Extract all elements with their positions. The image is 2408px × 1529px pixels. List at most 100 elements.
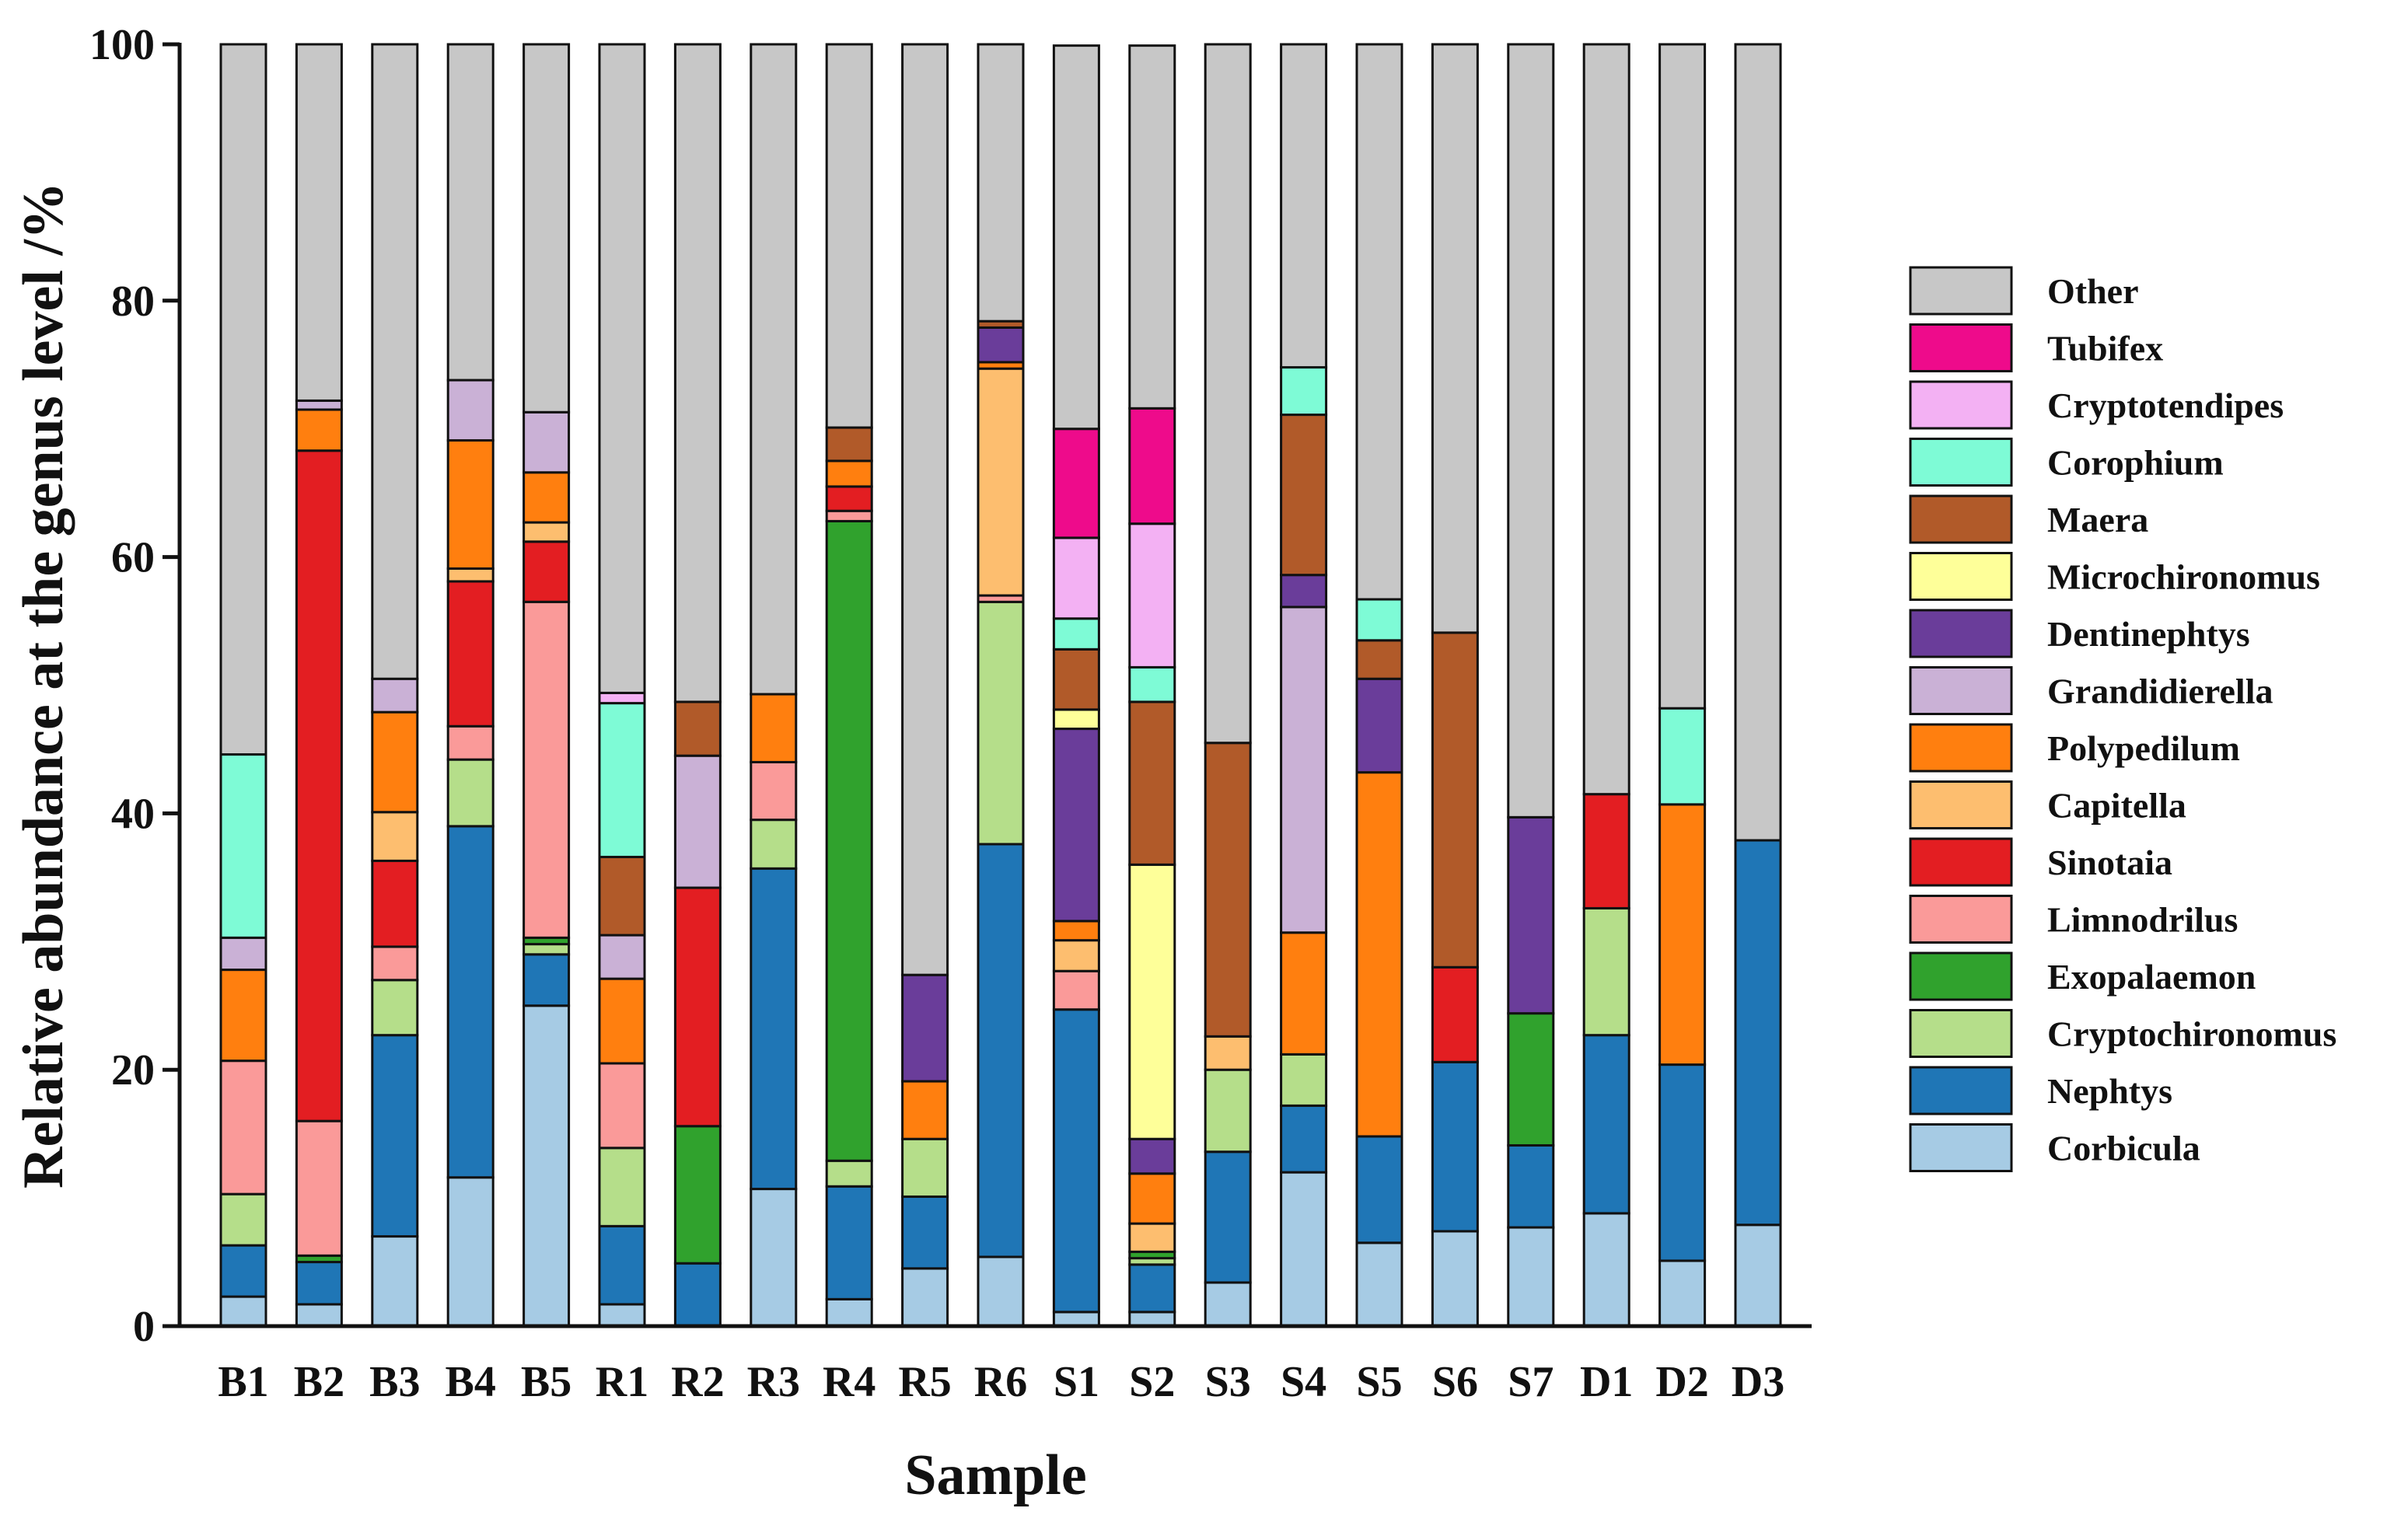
legend-label-capitella: Capitella: [2047, 786, 2186, 826]
bar-segment-D3-nephtys: [1734, 839, 1782, 1227]
legend-swatch-cryptotendipes: [1909, 380, 2013, 430]
bar-segment-B3-sinotaia: [371, 859, 419, 948]
bar-segment-B5-cryptochironomus: [522, 943, 571, 956]
bar-segment-R4-sinotaia: [825, 485, 873, 512]
bar-segment-D3-corbicula: [1734, 1224, 1782, 1328]
bar-segment-B4-cryptochironomus: [446, 758, 495, 828]
bar-segment-R2-other: [673, 43, 722, 703]
x-tick-label: S3: [1205, 1358, 1251, 1406]
bar-segment-S6-maera: [1431, 631, 1479, 969]
bar-segment-D2-nephtys: [1658, 1063, 1707, 1262]
bar-segment-S1-corophium: [1052, 617, 1100, 651]
bar-segment-S1-microchironomus: [1052, 708, 1100, 731]
bar-segment-B1-corbicula: [219, 1295, 267, 1328]
legend-swatch-cryptochironomus: [1909, 1009, 2013, 1058]
bar-segment-R4-corbicula: [825, 1297, 873, 1328]
bar-segment-R2-nephtys: [673, 1262, 722, 1328]
bar-segment-S1-other: [1052, 44, 1100, 431]
bar-segment-R6-other: [977, 43, 1025, 323]
bar-segment-S2-dentinephtys: [1128, 1137, 1176, 1175]
x-tick-label: D3: [1732, 1358, 1784, 1406]
bar-segment-B4-polypedilum: [446, 439, 495, 570]
bar-segment-S2-corophium: [1128, 665, 1176, 703]
bar-segment-S5-other: [1355, 43, 1403, 601]
bar-segment-R1-corophium: [598, 702, 646, 858]
x-tick-label: S2: [1129, 1358, 1175, 1406]
bar-segment-S2-microchironomus: [1128, 863, 1176, 1140]
bar-segment-R5-corbicula: [901, 1267, 949, 1328]
legend-label-corophium: Corophium: [2047, 443, 2224, 483]
x-tick-label: S1: [1054, 1358, 1099, 1406]
legend-swatch-dentinephtys: [1909, 609, 2013, 658]
legend-swatch-grandidierella: [1909, 666, 2013, 715]
bar-segment-S1-tubifex: [1052, 428, 1100, 539]
x-tick-label: R2: [671, 1358, 724, 1406]
x-tick-label: S6: [1432, 1358, 1478, 1406]
bar-segment-B5-nephtys: [522, 953, 571, 1007]
x-tick-label: S4: [1281, 1358, 1326, 1406]
bar-segment-S4-corbicula: [1280, 1171, 1328, 1328]
bar-segment-B5-sinotaia: [522, 540, 571, 603]
bar-segment-R5-nephtys: [901, 1195, 949, 1270]
x-tick-label: D1: [1580, 1358, 1633, 1406]
bar-segment-S5-polypedilum: [1355, 771, 1403, 1138]
bar-segment-S7-corbicula: [1507, 1226, 1555, 1328]
bar-segment-S4-other: [1280, 43, 1328, 369]
bar-segment-B2-nephtys: [295, 1261, 343, 1306]
bar-segment-S2-polypedilum: [1128, 1172, 1176, 1225]
legend-swatch-exopalaemon: [1909, 951, 2013, 1001]
bar-segment-S3-corbicula: [1204, 1281, 1252, 1328]
bar-segment-B2-sinotaia: [295, 449, 343, 1122]
bar-segment-R5-polypedilum: [901, 1080, 949, 1140]
bar-segment-R6-dentinephtys: [977, 326, 1025, 364]
bar-segment-D1-cryptochironomus: [1582, 906, 1630, 1037]
bar-segment-S1-polypedilum: [1052, 920, 1100, 942]
x-tick-label: B4: [446, 1358, 496, 1406]
legend: Other Tubifex Cryptotendipes Corophium Maera…: [1909, 266, 2336, 1172]
bar-segment-R3-limnodrilus: [750, 760, 798, 822]
x-tick-label: S5: [1356, 1358, 1402, 1406]
legend-swatch-sinotaia: [1909, 837, 2013, 887]
bar-segment-S6-corbicula: [1431, 1230, 1479, 1328]
bar-segment-R1-maera: [598, 855, 646, 937]
x-tick-label: D2: [1655, 1358, 1708, 1406]
bar-segment-B3-polypedilum: [371, 710, 419, 814]
bar-segment-B1-corophium: [219, 753, 267, 939]
bar-segment-R5-cryptochironomus: [901, 1137, 949, 1198]
bar-segment-B3-limnodrilus: [371, 945, 419, 982]
bar-segment-B5-polypedilum: [522, 471, 571, 524]
bar-segment-R4-limnodrilus: [825, 509, 873, 522]
bar-segment-S5-corbicula: [1355, 1241, 1403, 1328]
bar-segment-S2-other: [1128, 44, 1176, 410]
bar-segment-S4-corophium: [1280, 366, 1328, 417]
bar-segment-R3-nephtys: [750, 867, 798, 1191]
legend-swatch-other: [1909, 266, 2013, 316]
legend-label-dentinephtys: Dentinephtys: [2047, 614, 2250, 654]
bar-segment-S7-dentinephtys: [1507, 815, 1555, 1015]
bar-segment-D3-other: [1734, 43, 1782, 842]
bar-segment-S1-maera: [1052, 648, 1100, 711]
bar-segment-R3-corbicula: [750, 1188, 798, 1328]
bar-segment-S4-maera: [1280, 414, 1328, 577]
bar-segment-B2-grandidierella: [295, 399, 343, 411]
axes-layer: B1 B2 B3 B4 B5 R1 R2 R3 R4 R5 R6 S1 S2 S3 S4 S5 S6 S7 D1 D2…: [89, 21, 1812, 1406]
bar-segment-B4-sinotaia: [446, 580, 495, 728]
bar-segment-S2-nephtys: [1128, 1263, 1176, 1314]
legend-label-cryptotendipes: Cryptotendipes: [2047, 386, 2284, 425]
bar-segment-R1-corbicula: [598, 1303, 646, 1328]
bar-segment-S1-limnodrilus: [1052, 969, 1100, 1011]
bar-segment-R3-other: [750, 43, 798, 696]
legend-swatch-tubifex: [1909, 323, 2013, 372]
bar-segment-R5-dentinephtys: [901, 973, 949, 1083]
bar-segment-R1-cryptochironomus: [598, 1147, 646, 1227]
y-tick-label: 20: [111, 1046, 155, 1094]
legend-label-limnodrilus: Limnodrilus: [2047, 900, 2238, 940]
bar-segment-B3-nephtys: [371, 1034, 419, 1238]
bar-segment-S3-cryptochironomus: [1204, 1068, 1252, 1154]
bar-segment-R4-cryptochironomus: [825, 1159, 873, 1188]
legend-label-sinotaia: Sinotaia: [2047, 843, 2172, 882]
legend-label-microchironomus: Microchironomus: [2047, 557, 2320, 597]
x-tick-label: R6: [974, 1358, 1027, 1406]
bar-segment-B4-limnodrilus: [446, 724, 495, 761]
